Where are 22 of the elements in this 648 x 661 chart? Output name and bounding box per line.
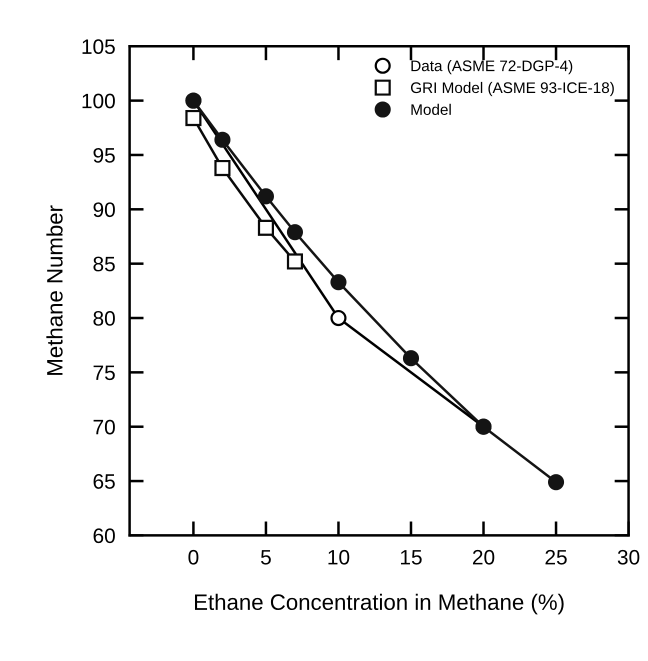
y-tick-label: 100 [82,94,115,108]
legend-label: GRI Model (ASME 93-ICE-18) [410,82,614,96]
y-tick-label: 75 [94,366,115,380]
x-tick-label: 5 [260,550,271,565]
y-tick-label: 70 [94,420,115,434]
legend-label: Data (ASME 72-DGP-4) [411,60,572,74]
x-tick-label: 25 [546,550,567,565]
y-tick-label: 90 [94,202,115,218]
x-tick-label: 0 [188,550,198,565]
y-axis-title: Methane Number [46,205,63,375]
x-tick-label: 30 [618,550,640,565]
x-axis-title: Ethane Concentration in Methane (%) [195,594,564,614]
x-tick-label: 15 [400,550,422,565]
legend-label: Model [411,104,451,116]
y-tick-label: 80 [93,311,115,326]
y-tick-label: 60 [94,528,115,544]
x-tick-label: 10 [328,550,350,565]
x-tick-label: 20 [472,550,494,565]
y-tick-label: 95 [94,148,115,163]
y-tick-label: 85 [93,256,115,272]
y-tick-label: 105 [82,39,115,54]
y-tick-label: 65 [94,474,115,489]
